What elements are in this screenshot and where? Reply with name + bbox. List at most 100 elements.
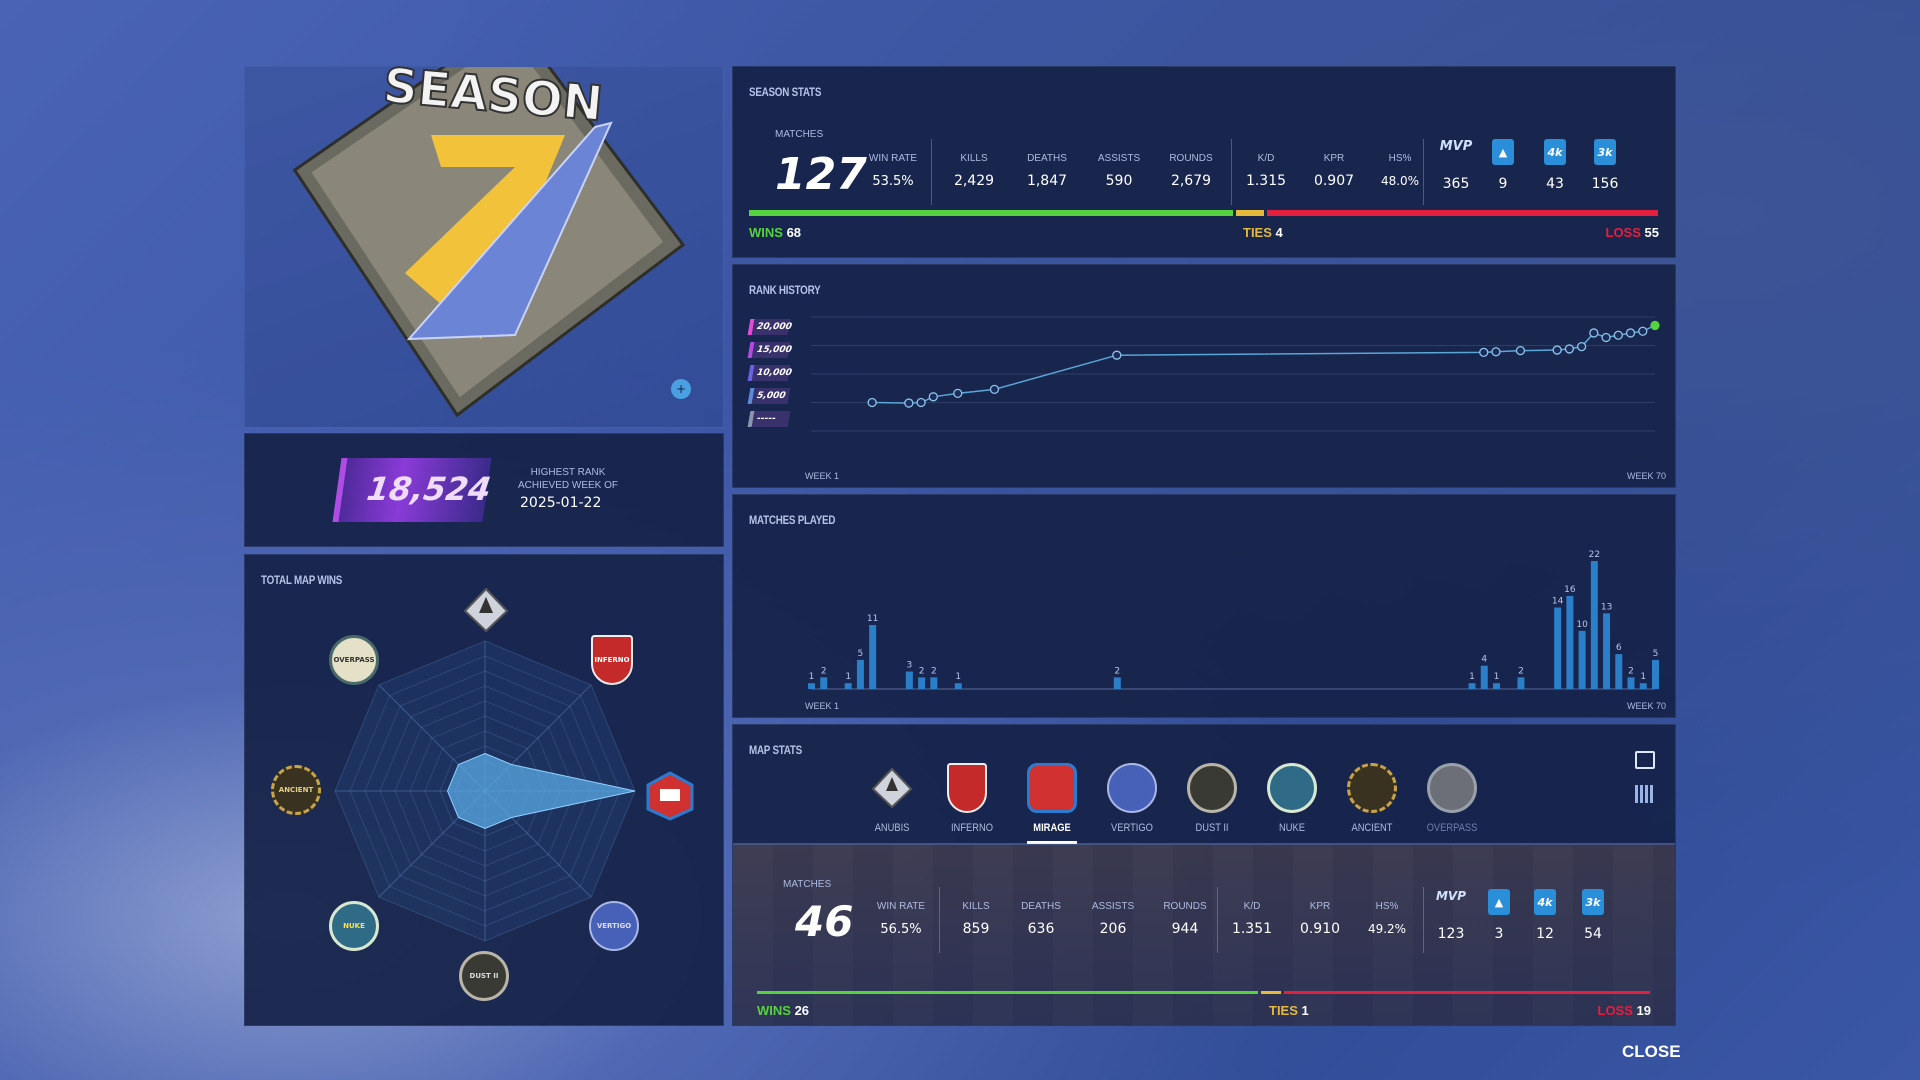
rank-point[interactable] <box>1564 344 1575 354</box>
map-winrate-label: WIN RATE <box>876 901 926 912</box>
radar-ancient-icon: ANCIENT <box>271 765 321 815</box>
matches-bar[interactable] <box>1578 630 1586 689</box>
rank-point[interactable] <box>1625 328 1636 338</box>
matches-bar[interactable] <box>820 677 828 689</box>
map-tab-ancient[interactable]: ANCIENT <box>1351 822 1393 834</box>
matches-bar[interactable] <box>844 683 852 689</box>
matches-bar[interactable] <box>808 683 815 689</box>
matches-bar[interactable] <box>1113 677 1121 689</box>
matches-bar[interactable] <box>1492 683 1500 689</box>
zoom-badge-button[interactable]: + <box>671 379 691 399</box>
season-stats-title: SEASON STATS <box>749 85 822 99</box>
radar-nuke-icon: NUKE <box>329 901 379 951</box>
season-winrate-label: WIN RATE <box>868 153 918 164</box>
rank-point[interactable] <box>1613 330 1623 340</box>
map-ties-value: 1 <box>1301 1003 1309 1018</box>
map-ace-value: 3 <box>1494 926 1504 942</box>
map-tab-mirage[interactable]: MIRAGE <box>1033 822 1071 834</box>
map-tab-nuke[interactable]: NUKE <box>1279 822 1305 834</box>
map-hs-value: 49.2% <box>1367 922 1407 936</box>
map-tab-overpass[interactable]: OVERPASS <box>1426 822 1478 834</box>
season-assists-value: 590 <box>1105 173 1133 189</box>
map-tab-nuke-icon[interactable] <box>1267 763 1317 813</box>
rank-point[interactable] <box>1515 345 1526 356</box>
close-button[interactable]: CLOSE <box>1622 1042 1681 1061</box>
map-rounds-value: 944 <box>1171 921 1199 937</box>
rank-point[interactable] <box>916 397 926 408</box>
map-tab-vertigo-icon[interactable] <box>1107 763 1157 813</box>
matches-bar[interactable] <box>869 625 877 689</box>
matches-bar[interactable] <box>1566 595 1574 689</box>
map-tab-inferno[interactable]: INFERNO <box>950 822 994 834</box>
matches-bar-label: 4 <box>1481 655 1487 665</box>
rank-point[interactable] <box>989 384 1000 395</box>
result-bar-tie <box>1235 210 1264 216</box>
map-hs-label: HS% <box>1375 901 1399 912</box>
season-result-bar <box>749 210 1661 216</box>
rank-point[interactable] <box>867 397 877 408</box>
matches-bar[interactable] <box>1480 665 1488 689</box>
season-loss-value: 55 <box>1644 225 1659 240</box>
matches-bar-label: 2 <box>821 666 827 676</box>
map-mvp-value: 123 <box>1437 926 1465 942</box>
matches-bar[interactable] <box>1517 677 1525 689</box>
matches-bar[interactable] <box>1615 654 1623 689</box>
radar-overpass-icon: OVERPASS <box>329 635 379 685</box>
season-hs-value: 48.0% <box>1380 174 1420 188</box>
map-tab-anubis-icon[interactable] <box>867 763 917 813</box>
rank-point[interactable] <box>1552 345 1562 355</box>
matches-bar-label: 1 <box>955 672 961 682</box>
rank-point[interactable] <box>953 388 963 399</box>
rank-point[interactable] <box>1112 350 1122 360</box>
matches-week-start: WEEK 1 <box>805 701 840 711</box>
map-tab-overpass-icon[interactable] <box>1427 763 1477 813</box>
map-ace-icon: ▲ <box>1488 889 1510 915</box>
matches-bar[interactable] <box>1590 561 1598 689</box>
season-winrate-value: 53.5% <box>872 174 914 189</box>
matches-bar-label: 11 <box>867 614 878 624</box>
matches-bar[interactable] <box>954 683 962 689</box>
rank-point[interactable] <box>928 392 938 402</box>
rank-point[interactable] <box>904 398 914 408</box>
divider <box>939 887 940 953</box>
map-3k-value: 54 <box>1584 926 1602 942</box>
matches-bar-label: 2 <box>919 666 925 676</box>
matches-bar[interactable] <box>930 677 938 689</box>
rank-point[interactable] <box>1601 332 1611 343</box>
matches-bar-label: 5 <box>858 649 864 659</box>
rank-value: 18,524 <box>364 470 494 508</box>
map-tab-vertigo[interactable]: VERTIGO <box>1111 822 1153 834</box>
matches-bar[interactable] <box>856 659 864 689</box>
rank-point[interactable] <box>1650 320 1660 331</box>
matches-bar[interactable] <box>1603 613 1611 689</box>
map-tab-ancient-icon[interactable] <box>1347 763 1397 813</box>
matches-bar[interactable] <box>918 677 926 689</box>
map-tab-anubis[interactable]: ANUBIS <box>874 822 910 834</box>
rank-point[interactable] <box>1638 326 1648 336</box>
season-3k-icon: 3k <box>1594 139 1616 165</box>
rank-point[interactable] <box>1491 347 1501 357</box>
grid-view-button[interactable] <box>1635 785 1655 803</box>
rank-line <box>872 324 1656 404</box>
map-tab-inferno-icon[interactable] <box>947 763 987 813</box>
matches-bar[interactable] <box>1652 659 1659 689</box>
matches-bar[interactable] <box>1639 683 1647 689</box>
map-tab-dust-ii[interactable]: DUST II <box>1195 822 1229 834</box>
map-matches-value: 46 <box>795 897 854 946</box>
matches-bar[interactable] <box>1627 677 1635 689</box>
matches-bar-label: 1 <box>809 672 815 682</box>
map-tab-dust-ii-icon[interactable] <box>1187 763 1237 813</box>
map-tab-mirage-icon[interactable] <box>1027 763 1077 813</box>
rank-point[interactable] <box>1576 341 1587 352</box>
map-matches-label: MATCHES <box>783 879 832 890</box>
rank-point[interactable] <box>1479 347 1489 357</box>
matches-bar-label: 3 <box>906 661 912 671</box>
total-map-wins-panel: TOTAL MAP WINS INFERNO VERTIGO DUST II N… <box>244 554 724 1026</box>
rank-week-end: WEEK 70 <box>1627 471 1667 481</box>
compact-view-button[interactable] <box>1635 751 1655 769</box>
matches-bar[interactable] <box>1554 607 1562 689</box>
season-3k-value: 156 <box>1591 176 1619 192</box>
matches-bar[interactable] <box>1468 683 1476 689</box>
matches-bar[interactable] <box>905 671 913 689</box>
rank-point[interactable] <box>1589 328 1599 338</box>
